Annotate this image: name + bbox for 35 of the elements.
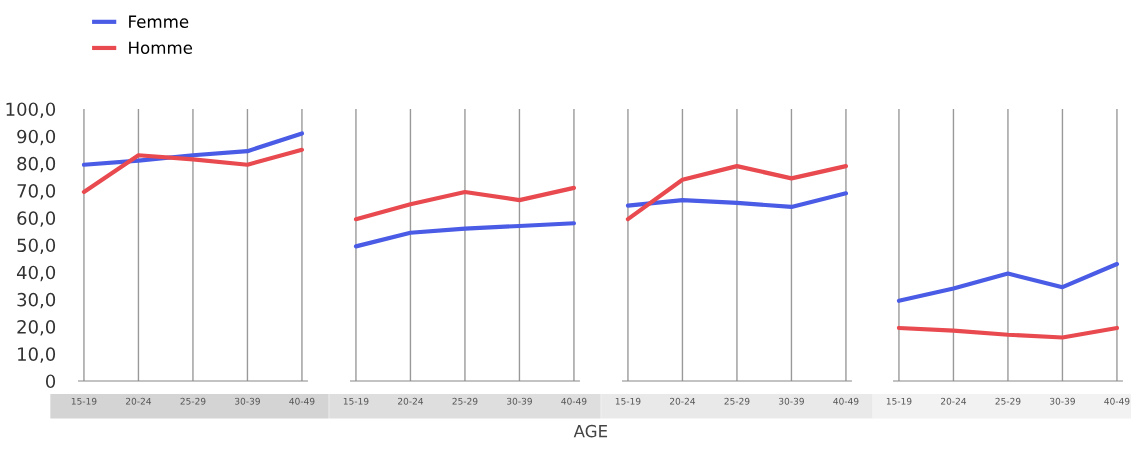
x-axis-title: AGE — [573, 424, 608, 438]
x-tick-label: 40-49 — [561, 397, 587, 405]
x-tick-label: 20-24 — [670, 397, 696, 405]
legend-label: Homme — [129, 41, 193, 55]
x-tick-label: 25-29 — [452, 397, 478, 405]
x-tick-label: 20-24 — [398, 397, 424, 405]
x-tick-label: 15-19 — [343, 397, 369, 405]
y-tick-label: 70,0 — [17, 184, 56, 200]
y-tick-label: 90,0 — [17, 129, 56, 146]
x-tick-label: 30-39 — [507, 397, 532, 405]
x-tick-label: 25-29 — [724, 397, 750, 405]
line-series — [81, 147, 305, 195]
y-tick-label: 10,0 — [18, 347, 56, 363]
x-tick-label: 30-39 — [779, 397, 804, 405]
x-tick-label: 20-24 — [941, 397, 967, 405]
y-tick-label: 30,0 — [17, 292, 56, 309]
y-tick-label: 100,0 — [6, 102, 56, 118]
x-tick-label: 40-49 — [1104, 397, 1130, 405]
y-tick-label: 0 — [45, 374, 56, 389]
y-tick-label: 40,0 — [16, 265, 56, 282]
y-tick-label: 60,0 — [17, 211, 56, 227]
x-tick-label: 40-49 — [833, 397, 859, 405]
x-tick-label: 40-49 — [289, 397, 315, 405]
x-tick-label: 15-19 — [71, 397, 97, 405]
legend-label: Femme — [129, 15, 189, 28]
x-tick-label: 30-39 — [235, 397, 260, 405]
x-tick-label: 25-29 — [995, 397, 1021, 405]
y-tick-label: 80,0 — [17, 156, 56, 173]
x-tick-label: 15-19 — [886, 397, 912, 405]
x-tick-label: 20-24 — [126, 397, 152, 405]
x-tick-label: 30-39 — [1050, 397, 1075, 405]
x-tick-label: 25-29 — [180, 397, 206, 405]
y-tick-label: 20,0 — [17, 320, 56, 336]
x-tick-label: 15-19 — [615, 397, 641, 405]
y-tick-label: 50,0 — [17, 238, 56, 254]
